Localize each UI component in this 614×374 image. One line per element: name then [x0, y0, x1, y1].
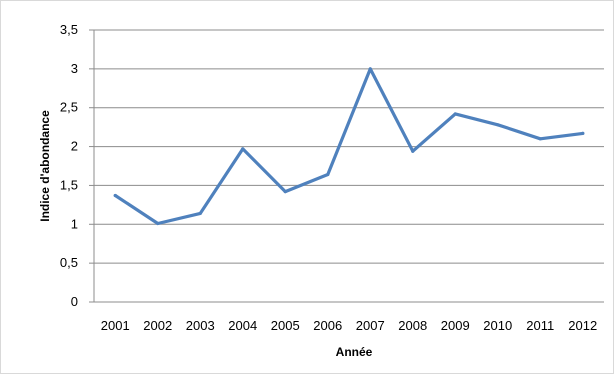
x-tick-label: 2004 [228, 318, 257, 333]
data-point [283, 190, 287, 194]
x-axis-title: Année [336, 345, 373, 359]
y-tick-label: 1 [71, 216, 78, 231]
y-axis-title: Indice d'abondance [38, 110, 52, 222]
data-point [241, 147, 245, 151]
data-point [453, 112, 457, 116]
x-tick-label: 2003 [186, 318, 215, 333]
x-tick-label: 2006 [313, 318, 342, 333]
x-tick-label: 2011 [526, 318, 554, 333]
y-tick-label: 2 [71, 139, 78, 154]
series-layer [113, 67, 585, 226]
y-tick-label: 0 [71, 294, 78, 309]
data-point [326, 172, 330, 177]
data-point [581, 131, 585, 135]
x-tick-label: 2008 [398, 318, 427, 333]
data-point [113, 193, 117, 198]
x-tick-label: 2002 [143, 318, 172, 333]
y-tick-label: 1,5 [60, 177, 78, 192]
y-tick-label: 2,5 [60, 100, 78, 115]
x-tick-label: 2010 [483, 318, 512, 333]
data-point [496, 123, 500, 127]
data-point [411, 149, 415, 153]
gridlines [89, 29, 604, 303]
data-point [198, 211, 202, 216]
series-line [113, 67, 585, 226]
x-tick-label: 2001 [101, 318, 130, 333]
y-tick-label: 0,5 [60, 255, 78, 270]
x-tick-label: 2005 [271, 318, 300, 333]
x-tick-label: 2007 [356, 318, 385, 333]
x-tick-label: 2012 [568, 318, 597, 333]
x-axis-ticks: 2001 2002 2003 2004 2005 2006 2007 2008 2009 2010… [101, 318, 597, 333]
x-tick-label: 2009 [441, 318, 470, 333]
data-point [156, 221, 160, 226]
y-tick-label: 3,5 [60, 22, 78, 37]
data-point [368, 67, 372, 71]
y-tick-label: 3 [71, 61, 78, 76]
data-point [538, 137, 542, 141]
y-axis-ticks: 0 0,5 1 1,5 2 2,5 3 3,5 [60, 22, 78, 309]
